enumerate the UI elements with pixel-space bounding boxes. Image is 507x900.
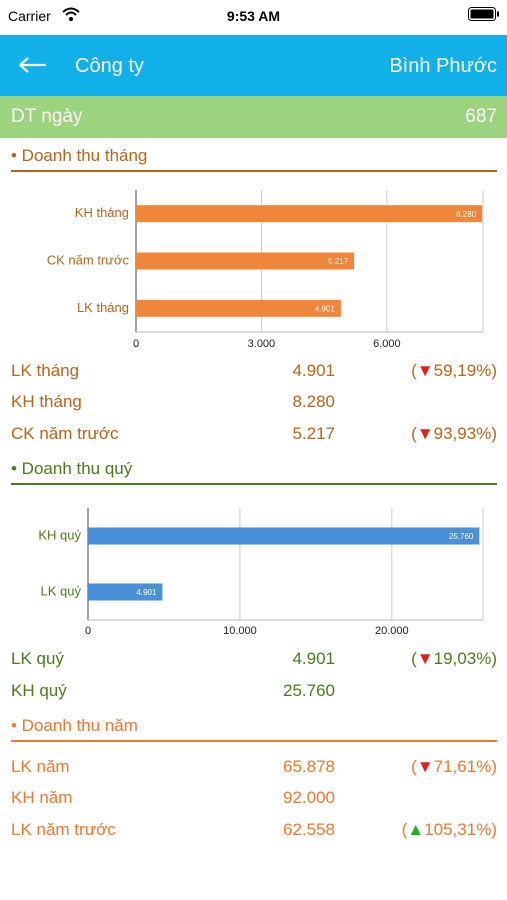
x-tick-label: 0 <box>133 338 139 350</box>
stat-label: KH tháng <box>11 392 82 411</box>
category-label: LK quý <box>41 583 82 598</box>
stat-label: CK năm trước <box>11 424 119 443</box>
bar <box>136 205 483 223</box>
stat-row: LK năm 65.878 (▼71,61%) <box>0 757 507 783</box>
stat-label: LK năm trước <box>11 820 116 839</box>
stat-change: (▼19,03%) <box>411 649 497 668</box>
stat-value: 4.901 <box>292 361 335 380</box>
bar <box>88 527 480 545</box>
x-tick-label: 20.000 <box>375 625 409 637</box>
section-divider <box>11 483 497 485</box>
x-tick-label: 6.000 <box>373 338 401 350</box>
stat-row: KH năm 92.000 <box>0 788 507 814</box>
stat-change: (▼93,93%) <box>411 424 497 443</box>
back-button[interactable] <box>18 55 48 75</box>
bar-value-label: 8.280 <box>456 210 477 219</box>
x-tick-label: 3.000 <box>248 338 276 350</box>
bar <box>136 299 341 317</box>
category-label: KH quý <box>38 527 81 542</box>
bar-value-label: 4.901 <box>136 588 157 597</box>
stat-label: KH năm <box>11 788 73 807</box>
nav-title: Công ty <box>75 55 144 77</box>
daily-revenue-bar: DT ngày 687 <box>0 96 507 138</box>
stat-value: 62.558 <box>283 820 335 839</box>
stat-change: (▼59,19%) <box>411 361 497 380</box>
stat-row: LK năm trước 62.558 (▲105,31%) <box>0 820 507 846</box>
section-divider <box>11 170 497 172</box>
nav-bar: Công ty Bình Phước <box>0 35 507 96</box>
section-title: • Doanh thu năm <box>11 716 138 735</box>
wifi-icon <box>62 7 80 21</box>
stat-label: KH quý <box>11 681 67 700</box>
summary-label: DT ngày <box>11 106 83 127</box>
summary-value: 687 <box>465 106 497 127</box>
stat-change: (▲105,31%) <box>401 820 497 839</box>
stat-label: LK tháng <box>11 361 80 380</box>
bar-value-label: 25.760 <box>449 532 474 541</box>
clock: 9:53 AM <box>226 8 281 24</box>
status-bar: Carrier 9:53 AM <box>0 0 507 35</box>
category-label: CK năm trước <box>47 252 130 267</box>
stat-value: 92.000 <box>283 788 335 807</box>
category-label: LK tháng <box>77 300 129 315</box>
x-tick-label: 0 <box>85 625 91 637</box>
bar <box>88 583 163 601</box>
stat-row: LK quý 4.901 (▼19,03%) <box>0 649 507 675</box>
region-selector[interactable]: Bình Phước <box>389 55 497 77</box>
stat-change: (▼71,61%) <box>411 757 497 776</box>
carrier: Carrier <box>8 8 51 24</box>
stat-row: CK năm trước 5.217 (▼93,93%) <box>0 424 507 450</box>
stat-row: KH quý 25.760 <box>0 681 507 707</box>
bar-value-label: 5.217 <box>328 257 349 266</box>
category-label: KH tháng <box>75 205 129 220</box>
battery-icon <box>468 7 499 21</box>
section-title: • Doanh thu quý <box>11 459 133 478</box>
stat-row: KH tháng 8.280 <box>0 392 507 418</box>
month-chart: 0 3.000 6.000 KH tháng 8.280 CK năm trước 5.21… <box>47 190 484 350</box>
section-divider <box>11 740 497 742</box>
bar <box>136 252 355 270</box>
stat-value: 4.901 <box>292 649 335 668</box>
stat-row: LK tháng 4.901 (▼59,19%) <box>0 361 507 387</box>
section-title: • Doanh thu tháng <box>11 146 148 165</box>
stat-label: LK năm <box>11 757 70 776</box>
stat-value: 25.760 <box>283 681 335 700</box>
x-tick-label: 10.000 <box>223 625 257 637</box>
stat-label: LK quý <box>11 649 64 668</box>
stat-value: 5.217 <box>292 424 335 443</box>
bar-value-label: 4.901 <box>315 304 336 313</box>
quarter-chart: 0 10.000 20.000 KH quý 25.760 LK quý 4.901 <box>38 508 484 637</box>
stat-value: 65.878 <box>283 757 335 776</box>
stat-value: 8.280 <box>292 392 335 411</box>
